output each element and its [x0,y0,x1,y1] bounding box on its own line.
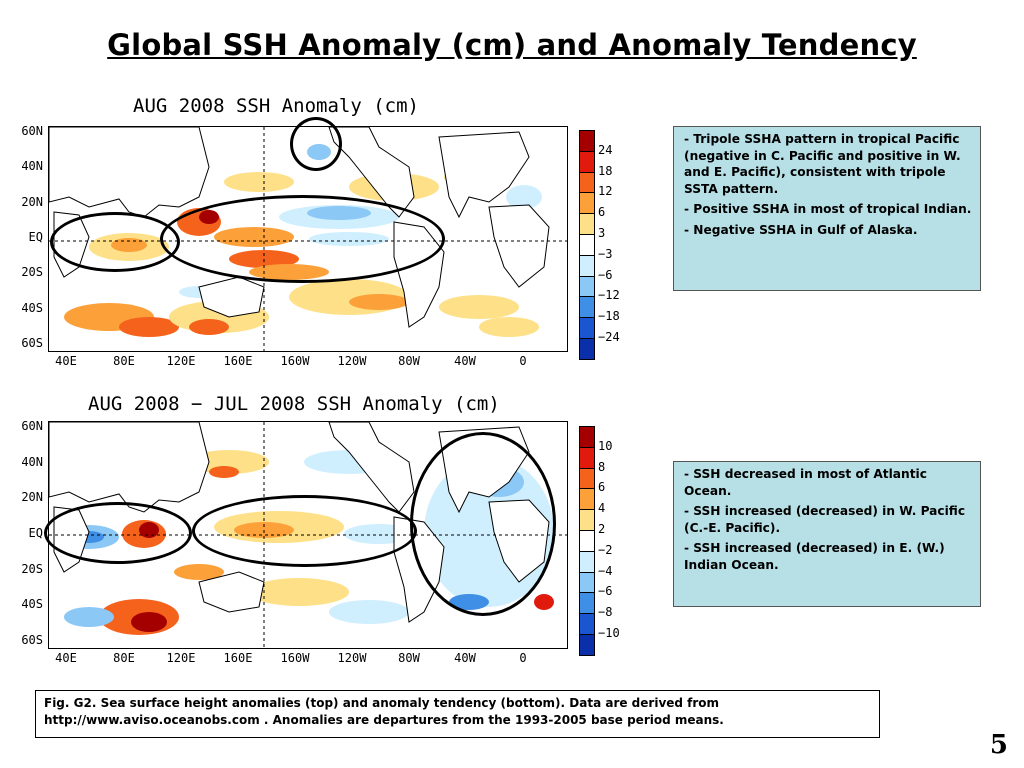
bottom_map-lat-label: 40N [21,454,43,469]
colorbar-label: −6 [598,584,613,599]
colorbar-cell [580,297,594,319]
colorbar-cell [580,214,594,235]
colorbar-label: 3 [598,226,606,240]
bottom_map-lon-label: 40W [454,651,476,665]
pacific-tendency-ellipse [192,495,417,567]
top_map-lat-label: EQ [28,230,43,244]
tropical-pacific-ellipse [160,195,445,283]
top_map-lon-label: 80E [113,354,135,368]
bottom_map-lon-label: 40E [55,651,77,665]
colorbar-label: −6 [598,267,613,282]
bottom_map-lat-label: 20S [21,561,43,576]
colorbar-label: −2 [598,542,613,557]
colorbar-label: 8 [598,459,606,474]
top_map-lat-label: 20S [21,265,43,280]
colorbar-cell [580,572,594,594]
bottom_map-lon-label: 160W [280,651,310,665]
top-note-1: - Tripole SSHA pattern in tropical Pacif… [684,132,961,196]
colorbar-cell [580,255,594,277]
caption-line-2: http://www.aviso.oceanobs.com . Anomalie… [44,713,724,727]
top-note-2: - Positive SSHA in most of tropical Indi… [684,202,972,216]
colorbar-cell [580,468,594,490]
top_map-lat-label: 60N [21,124,43,138]
page-number: 5 [989,730,1008,760]
colorbar-label: −10 [598,626,620,640]
top_map-lat-label: 60S [21,336,43,350]
colorbar-cell [580,151,594,173]
slide-title: Global SSH Anomaly (cm) and Anomaly Tend… [107,28,917,62]
bottom_map-lat-label: 60S [21,633,43,647]
colorbar-label: −12 [598,288,620,303]
colorbar-label: −3 [598,246,613,261]
indian-ocean-ellipse [44,502,192,564]
colorbar-cell [580,593,594,615]
colorbar-label: −18 [598,309,620,324]
colorbar-cell [580,530,594,552]
top_map-lon-label: 160E [223,354,253,368]
top_map-lat-label: 20N [21,194,43,209]
top_map-lon-label: 80W [398,354,420,368]
colorbar-cell [580,234,594,256]
top_map-lat-label: 40S [21,300,43,315]
colorbar-cell [580,172,594,194]
colorbar-cell [580,193,594,215]
bottom-colorbar [579,426,595,656]
top_map-lon-label: 120E [166,354,196,368]
colorbar-label: 12 [598,184,613,199]
top_map-lon-label: 40W [454,354,476,368]
colorbar-cell [580,510,594,531]
bottom_map-lon-label: 160E [223,651,253,665]
colorbar-label: 6 [598,205,606,220]
colorbar-label: −8 [598,605,613,620]
top-colorbar [579,130,595,360]
top_map-lon-label: 40E [55,354,77,368]
colorbar-label: −4 [598,563,613,578]
caption-line-1: Fig. G2. Sea surface height anomalies (t… [44,696,720,710]
colorbar-cell [580,447,594,469]
bottom-note-1: - SSH decreased in most of Atlantic Ocea… [684,467,927,498]
top_map-lon-label: 0 [519,354,527,368]
bottom_map-lat-label: 40S [21,597,43,612]
top-note-3: - Negative SSHA in Gulf of Alaska. [684,222,918,237]
colorbar-cell [580,276,594,298]
colorbar-label: 24 [598,142,613,157]
bottom_map-lon-label: 0 [519,651,527,665]
bottom-notes-box: - SSH decreased in most of Atlantic Ocea… [673,461,981,607]
colorbar-cell [580,614,594,635]
colorbar-label: 10 [598,438,613,453]
bottom_map-lat-label: EQ [28,526,43,540]
bottom_map-lon-label: 80E [113,651,135,665]
bottom_map-lon-label: 80W [398,651,420,665]
figure-caption: Fig. G2. Sea surface height anomalies (t… [35,690,880,738]
colorbar-cell [580,131,594,152]
bottom_map-lat-label: 60N [21,419,43,433]
colorbar-label: −24 [598,330,620,344]
bottom_map-lat-label: 20N [21,490,43,505]
top_map-lon-label: 120W [337,354,367,368]
top_map-lat-label: 40N [21,159,43,174]
bottom_map-lon-label: 120E [166,651,196,665]
bottom_map-lon-label: 120W [337,651,367,665]
colorbar-label: 6 [598,480,606,495]
colorbar-label: 18 [598,163,613,178]
top_map-lon-label: 160W [280,354,310,368]
bottom-map-title: AUG 2008 − JUL 2008 SSH Anomaly (cm) [88,393,500,415]
top-map-title: AUG 2008 SSH Anomaly (cm) [133,95,419,117]
colorbar-label: 4 [598,501,606,516]
bottom-note-2: - SSH increased (decreased) in W. Pacifi… [684,504,966,535]
colorbar-label: 2 [598,522,606,536]
gulf-of-alaska-ellipse [290,117,342,171]
colorbar-cell [580,489,594,511]
colorbar-cell [580,551,594,573]
bottom-note-3: - SSH increased (decreased) in E. (W.) I… [684,541,945,572]
colorbar-cell [580,318,594,339]
colorbar-cell [580,427,594,448]
colorbar-cell [580,634,594,655]
atlantic-ellipse [410,432,556,616]
top-notes-box: - Tripole SSHA pattern in tropical Pacif… [673,126,981,291]
colorbar-cell [580,338,594,359]
